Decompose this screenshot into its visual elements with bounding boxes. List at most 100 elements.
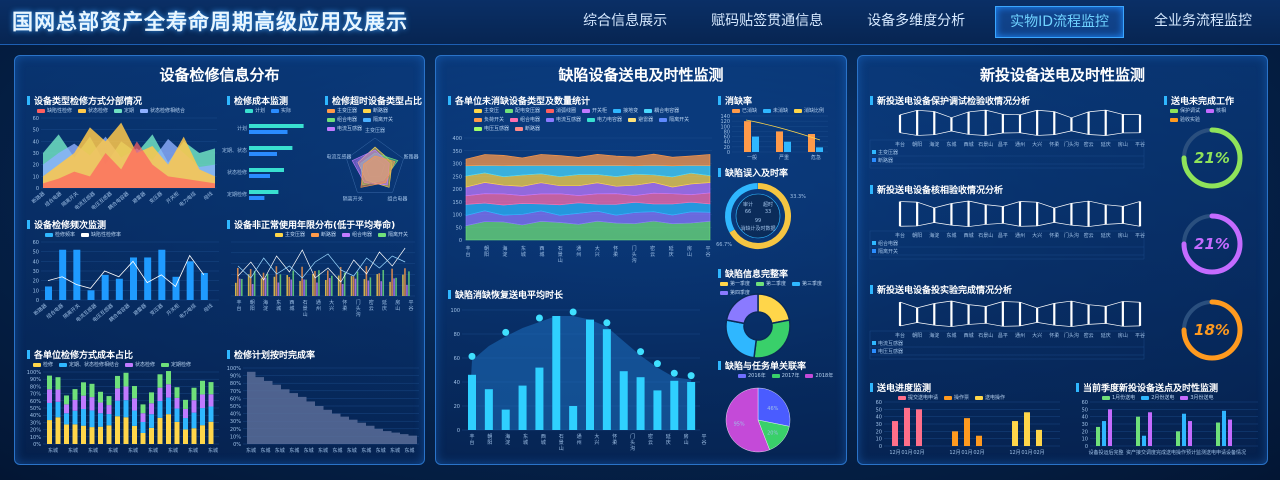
x-tick-char: 景 [303,305,308,312]
legend-item: 核相 [1206,107,1226,114]
stacked-bar-segment [98,402,103,414]
bar [602,329,611,430]
x-tick-label: 大兴 [595,245,600,258]
bar [619,371,628,430]
stacked-bar-segment [47,402,52,421]
legend-swatch [1141,395,1150,400]
bar [357,422,366,444]
x-tick-label: 平谷 [1135,232,1145,239]
bar [277,282,280,296]
x-tick-label: 海淀 [263,299,268,312]
x-tick-label: 密云 [1084,141,1094,148]
bar-unresolved [784,141,791,152]
line-series [47,254,205,289]
y-tick-label: 50 [456,225,462,231]
stacked-bar-segment [157,374,163,388]
pie-slice [725,387,770,453]
bar [1096,426,1100,446]
x-tick-char: 山 [558,257,563,264]
bar [301,266,303,296]
gauge-right-label: 超时 [763,201,773,208]
y-tick-label: 90% [230,374,241,380]
x-tick-char: 丰 [469,433,474,440]
x-tick-label: 通州 [576,245,581,258]
y-tick-label: 70% [30,392,41,398]
tab-device-analysis[interactable]: 设备多维度分析 [867,13,966,29]
line-point [653,360,661,368]
bar [1188,421,1192,446]
x-tick-char: 景 [558,251,563,258]
legend-label: 隔离开关 [373,117,394,123]
bar [281,389,290,444]
legend-swatch [125,362,134,367]
bar [1142,435,1146,446]
x-tick-label: 怀柔 [1049,332,1059,339]
area-series [43,122,215,188]
bar [292,270,295,296]
bar [1182,413,1186,446]
x-tick-char: 通 [577,433,582,440]
y-tick-label: 80% [30,384,41,390]
bar [305,279,307,296]
bar [251,284,254,296]
x-tick-label: 海淀 [929,141,939,148]
bar [1222,410,1226,446]
bar [115,278,123,300]
y-tick-label: 20 [33,163,39,169]
stacked-bar-segment [166,384,171,398]
legend-item: 避雷器 [628,116,653,123]
x-tick-char: 头 [632,251,637,258]
tab-business-process-monitor[interactable]: 全业务流程监控 [1154,13,1252,29]
x-tick-label: 朝阳 [912,332,922,339]
legend-swatch [275,232,283,237]
tab-id-process-monitor[interactable]: 实物ID流程监控 [995,6,1124,38]
bar-actual [249,152,277,156]
legend: 1月份送电 2月份送电 3月份送电 [1102,394,1214,401]
y-tick-label: 80% [230,381,241,387]
bar [144,257,152,300]
legend-item: 计划 [245,107,265,114]
row-swatch [872,349,876,353]
x-tick-char: 庆 [669,251,674,258]
legend: 2016年 2017年 2018年 [738,372,833,379]
row-label: 定期检修 [227,191,247,198]
bar-actual [249,174,270,178]
x-tick-char: 头 [356,305,361,312]
tab-overview[interactable]: 综合信息展示 [583,13,668,29]
legend-item: 状态检修相结合 [140,107,185,114]
legend-label: 状态检修相结合 [150,108,186,114]
x-tick-label: 密云 [650,245,655,258]
wave-line [899,109,1141,119]
x-tick-label: 东城 [108,447,118,454]
legend-swatch [474,117,482,122]
stacked-bar-segment [55,377,61,390]
row-swatch [872,341,876,345]
bar-unresolved [816,147,823,152]
x-tick-label: 东城 [946,232,956,239]
stacked-bar-segment [89,410,95,428]
gauge-right-value: 33 [765,209,771,215]
x-tick-label: 西城 [289,300,294,312]
x-tick-label: 东城 [168,447,178,454]
x-tick-label: 西城 [541,434,546,446]
y-tick-label: 0 [727,150,730,156]
radar-axis-label: 断路器 [404,153,419,160]
y-tick-label: 30 [1082,422,1088,428]
stacked-bar-segment [191,400,197,413]
legend-item: 实际 [271,107,291,114]
legend: 提交送电申请 操作票 送电操作 [898,394,1005,401]
legend-item: 保护调试 [1170,107,1200,114]
x-tick-label: 房山 [1118,332,1128,339]
donut-slice [725,293,759,325]
y-tick-label: 10 [33,288,39,294]
legend-item: 缺陷性检修 [37,107,72,114]
legend-swatch [1170,117,1178,122]
y-tick-label: 40 [454,380,460,386]
gauge-inner [735,193,781,239]
legend-item: 2月份送电 [1141,394,1174,401]
legend: 主变压器 断路器 组合电器 隔离开关 [275,231,408,238]
y-tick-label: 40 [33,139,39,145]
tab-coding-labels[interactable]: 赋码贴签贯通信息 [711,13,824,29]
